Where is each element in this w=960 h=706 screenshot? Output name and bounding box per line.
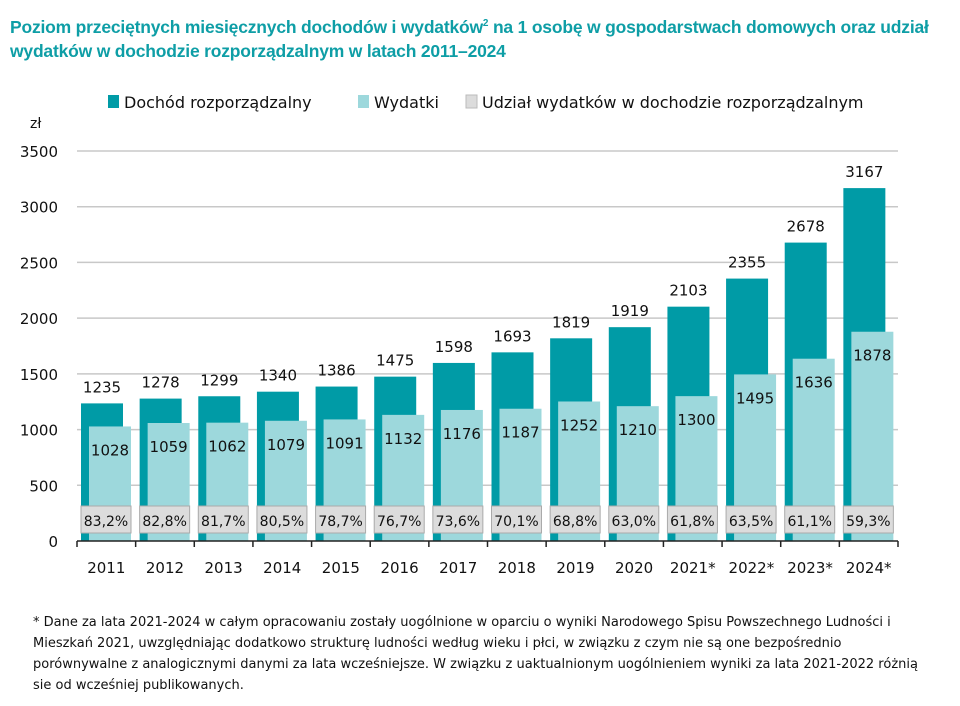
title-text-cont: na 1 osobę w gospodarstwach domowych ora… (10, 16, 929, 61)
share-value-label: 76,7% (377, 514, 421, 530)
income-value-label: 1598 (435, 338, 473, 356)
share-box (139, 505, 191, 534)
share-value-label: 80,5% (260, 514, 304, 530)
title-text: Poziom przeciętnych miesięcznych dochodó… (10, 16, 483, 37)
x-tick-label: 2023* (787, 559, 833, 577)
x-tick-label: 2022* (729, 559, 775, 577)
expenses-value-label: 1059 (150, 438, 188, 456)
share-box (666, 505, 718, 534)
share-value-label: 63,5% (729, 514, 773, 530)
chart-title: Poziom przeciętnych miesięcznych dochodó… (10, 12, 950, 63)
x-tick-label: 2011 (87, 559, 125, 577)
x-tick-label: 2019 (556, 559, 594, 577)
share-value-label: 68,8% (553, 514, 597, 530)
expenses-value-label: 1210 (619, 421, 657, 439)
expenses-value-label: 1132 (384, 430, 422, 448)
share-value-label: 78,7% (318, 514, 362, 530)
share-box (549, 505, 601, 534)
legend-swatch (465, 94, 478, 109)
expenses-value-label: 1300 (677, 411, 715, 429)
x-tick-label: 2020 (615, 559, 653, 577)
y-tick-label: 500 (29, 477, 58, 495)
income-value-label: 2678 (787, 218, 825, 236)
x-tick-label: 2015 (322, 559, 360, 577)
y-tick-label: 2000 (20, 310, 58, 328)
x-tick-label: 2012 (146, 559, 184, 577)
share-value-label: 61,1% (787, 514, 831, 530)
income-value-label: 1340 (259, 367, 297, 385)
y-tick-label: 2500 (20, 254, 58, 272)
expenses-value-label: 1636 (795, 374, 833, 392)
y-axis-unit: zł (30, 116, 41, 132)
income-value-label: 2103 (669, 282, 707, 300)
bar-chart: 0 500 1000 1500 2000 2500 3000 3500 zł Dochód roz… (20, 93, 899, 577)
expenses-value-label: 1176 (443, 425, 481, 443)
x-tick-label: 2017 (439, 559, 477, 577)
x-tick-label: 2014 (263, 559, 301, 577)
x-tick-label: 2013 (205, 559, 243, 577)
share-value-label: 82,8% (142, 514, 186, 530)
income-value-label: 1235 (83, 378, 121, 396)
share-box (432, 505, 484, 534)
share-value-label: 83,2% (84, 514, 128, 530)
expenses-value-label: 1252 (560, 416, 598, 434)
share-value-label: 61,8% (670, 514, 714, 530)
share-box (256, 505, 308, 534)
income-value-label: 1386 (317, 362, 355, 380)
income-value-label: 1299 (200, 371, 238, 389)
share-value-label: 81,7% (201, 514, 245, 530)
expenses-value-label: 1495 (736, 389, 774, 407)
y-tick-label: 3000 (20, 199, 58, 217)
y-tick-label: 1000 (20, 422, 58, 440)
expenses-value-label: 1062 (208, 438, 246, 456)
legend-swatch (108, 95, 119, 108)
expenses-value-label: 1079 (267, 436, 305, 454)
x-tick-label: 2016 (380, 559, 418, 577)
expenses-value-label: 1878 (853, 347, 891, 365)
legend-swatch (358, 95, 369, 108)
share-box (80, 505, 132, 534)
share-box (373, 505, 425, 534)
y-tick-label: 0 (48, 533, 58, 551)
title-superscript: 2 (482, 18, 489, 29)
income-value-label: 1693 (493, 327, 531, 345)
expenses-value-label: 1187 (501, 424, 539, 442)
y-tick-label: 1500 (20, 366, 58, 384)
footnote: * Dane za lata 2021-2024 w całym opracow… (33, 615, 918, 693)
income-value-label: 1475 (376, 352, 414, 370)
income-value-label: 2355 (728, 254, 766, 272)
share-box (491, 505, 542, 534)
x-tick-label: 2018 (498, 559, 536, 577)
share-value-label: 73,6% (436, 514, 480, 530)
income-value-label: 1919 (611, 302, 649, 320)
y-tick-label: 3500 (20, 143, 58, 161)
income-value-label: 3167 (845, 163, 883, 181)
expenses-value-label: 1028 (91, 441, 129, 459)
share-box (842, 505, 894, 534)
share-box (197, 505, 249, 534)
legend-label: Wydatki (374, 93, 439, 112)
share-box (725, 505, 777, 534)
income-value-label: 1819 (552, 313, 590, 331)
share-box (315, 505, 367, 534)
share-value-label: 63,0% (612, 514, 656, 530)
share-value-label: 70,1% (494, 514, 538, 530)
legend-label: Dochód rozporządzalny (124, 93, 312, 112)
share-box (608, 505, 660, 534)
income-value-label: 1278 (142, 374, 180, 392)
x-tick-label: 2021* (670, 559, 716, 577)
x-tick-label: 2024* (846, 559, 892, 577)
legend-label: Udział wydatków w dochodzie rozporządzal… (482, 93, 864, 112)
share-value-label: 59,3% (846, 514, 890, 530)
expenses-value-label: 1091 (325, 434, 363, 452)
share-box (784, 505, 836, 534)
